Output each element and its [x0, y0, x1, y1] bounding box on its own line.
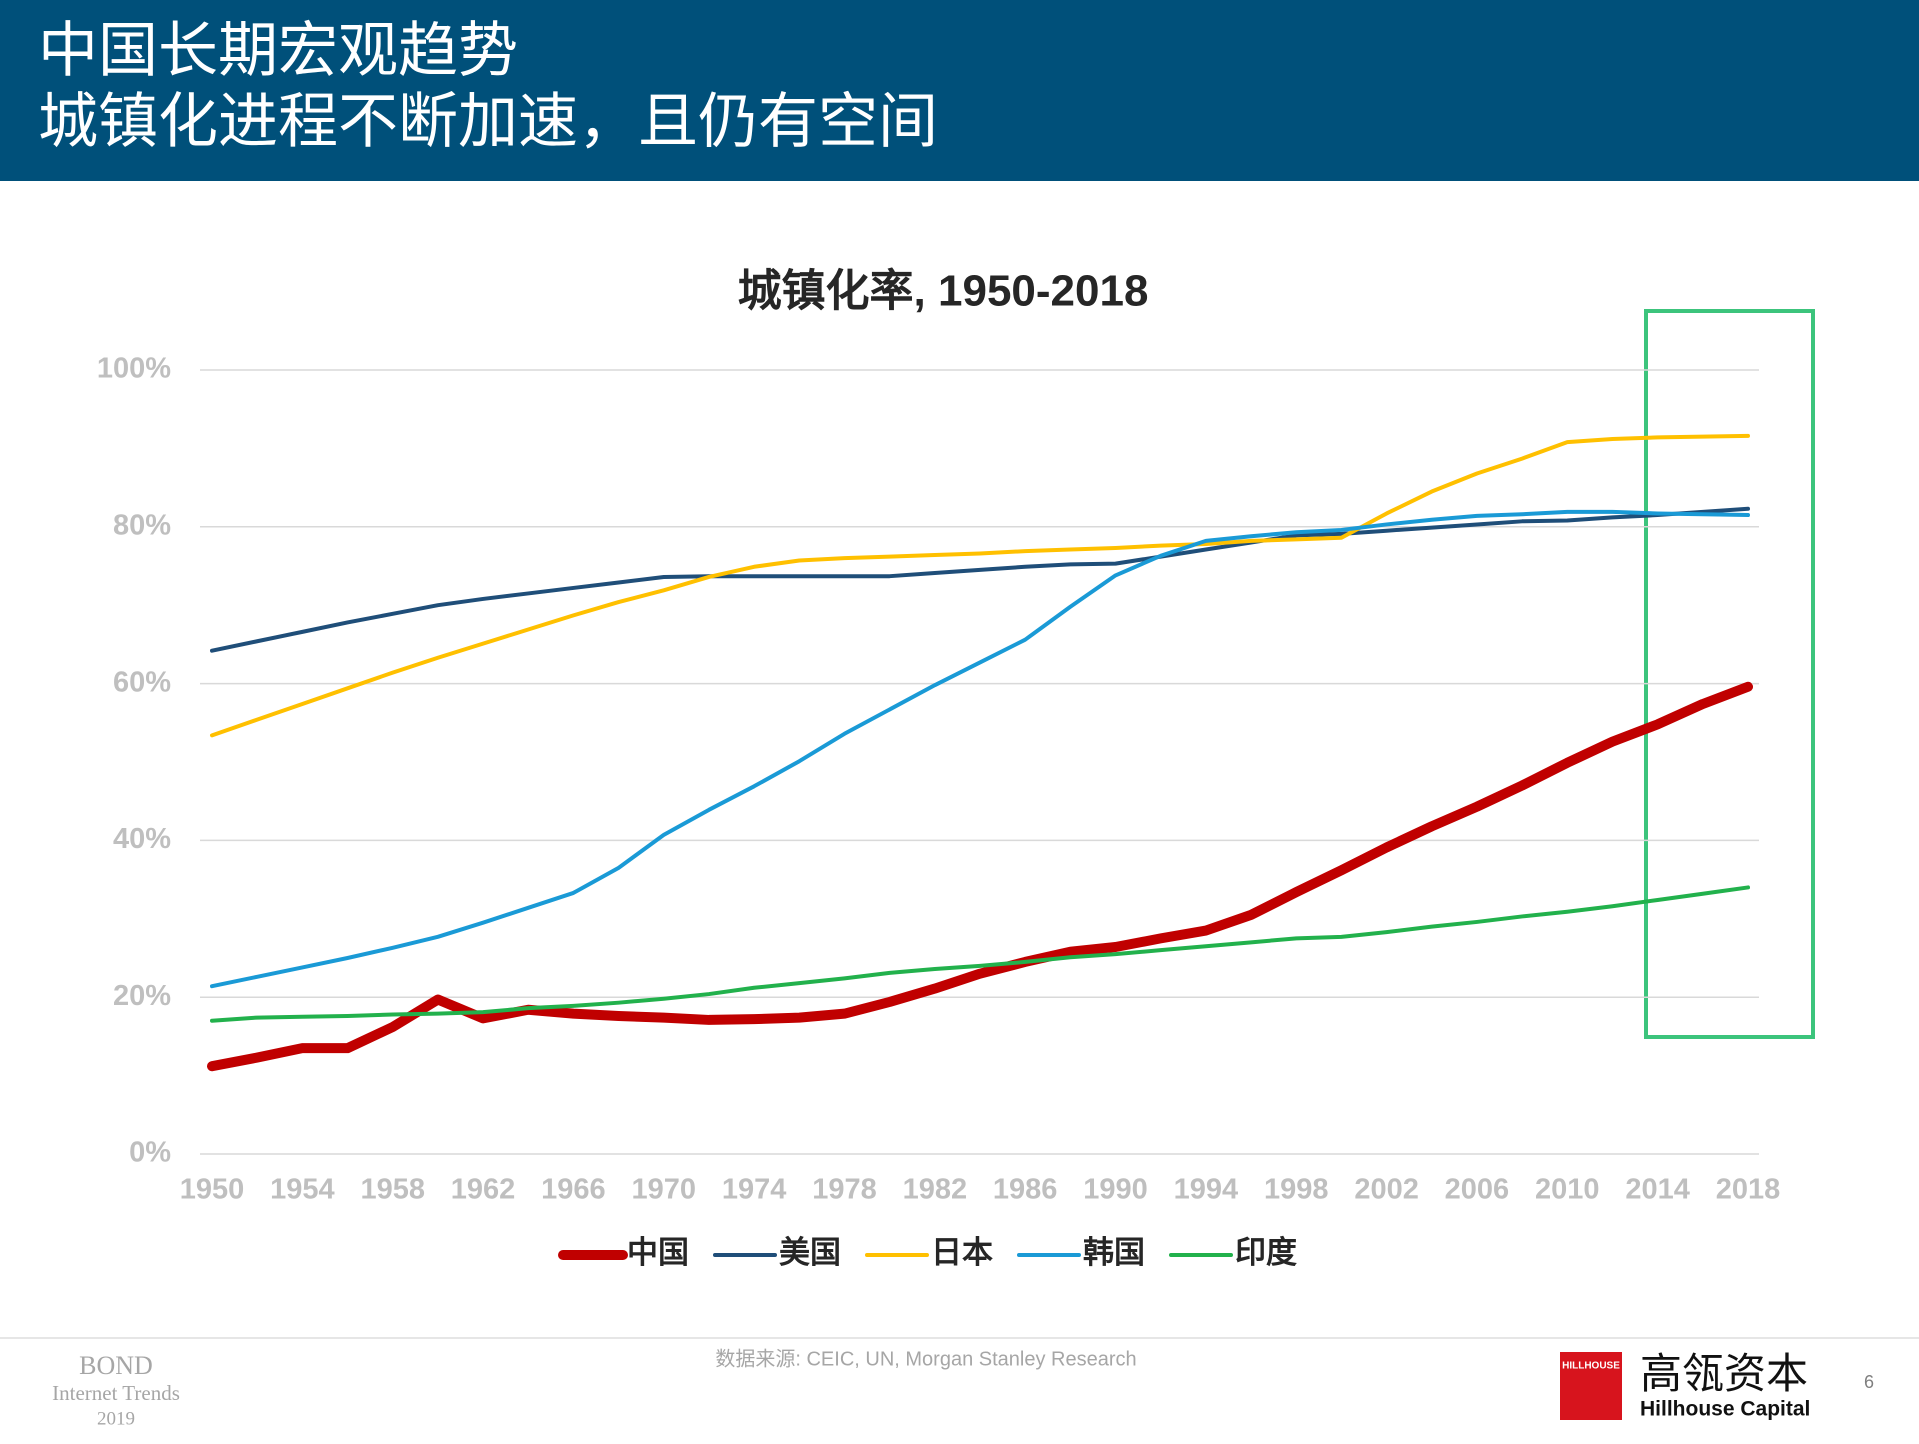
logo-square [1560, 1352, 1622, 1420]
series-line [210, 885, 1750, 1023]
legend-label: 韩国 [1083, 1235, 1145, 1270]
x-tick-label: 2014 [1625, 1174, 1690, 1206]
series-line [210, 506, 1750, 653]
x-tick-label: 1962 [451, 1174, 516, 1206]
x-tick-label: 1970 [632, 1174, 697, 1206]
y-tick-label: 40% [113, 823, 171, 855]
y-tick-label: 60% [113, 666, 171, 698]
header-bar [0, 0, 1919, 181]
x-tick-label: 1994 [1174, 1174, 1239, 1206]
x-tick-label: 1950 [180, 1174, 245, 1206]
x-tick-label: 2010 [1535, 1174, 1600, 1206]
y-tick-label: 80% [113, 509, 171, 541]
series-line [207, 681, 1753, 1072]
footer-year: 2019 [97, 1408, 135, 1429]
x-tick-label: 1978 [812, 1174, 877, 1206]
header-title: 中国长期宏观趋势 [38, 17, 518, 84]
legend-label: 美国 [779, 1235, 841, 1270]
x-tick-label: 2018 [1716, 1174, 1781, 1206]
x-tick-label: 1982 [903, 1174, 968, 1206]
legend-label: 印度 [1235, 1235, 1297, 1270]
x-tick-label: 1958 [360, 1174, 425, 1206]
x-tick-label: 2002 [1354, 1174, 1419, 1206]
logo-mark: HILLHOUSE [1562, 1361, 1620, 1372]
highlight-box [1644, 309, 1815, 1039]
header-subtitle: 城镇化进程不断加速，且仍有空间 [38, 88, 938, 155]
page-number: 6 [1864, 1372, 1874, 1392]
source-note: 数据来源: CEIC, UN, Morgan Stanley Research [715, 1347, 1136, 1370]
x-tick-label: 1998 [1264, 1174, 1329, 1206]
x-tick-label: 1986 [993, 1174, 1058, 1206]
footer-bond: BOND [79, 1351, 153, 1380]
y-tick-label: 20% [113, 980, 171, 1012]
footer-trends: Internet Trends [52, 1381, 180, 1405]
logo-cn: 高瓴资本 [1640, 1350, 1808, 1397]
x-tick-label: 1974 [722, 1174, 787, 1206]
x-tick-label: 2006 [1445, 1174, 1510, 1206]
y-tick-label: 100% [97, 353, 171, 385]
chart-title: 城镇化率, 1950-2018 [738, 267, 1149, 316]
x-tick-label: 1954 [270, 1174, 335, 1206]
legend-label: 日本 [931, 1235, 993, 1270]
x-tick-label: 1990 [1083, 1174, 1148, 1206]
x-tick-label: 1966 [541, 1174, 606, 1206]
legend-label: 中国 [627, 1235, 689, 1270]
series-line [210, 509, 1750, 989]
series-line [210, 433, 1750, 738]
y-tick-label: 0% [129, 1137, 171, 1169]
logo-en: Hillhouse Capital [1640, 1398, 1810, 1421]
